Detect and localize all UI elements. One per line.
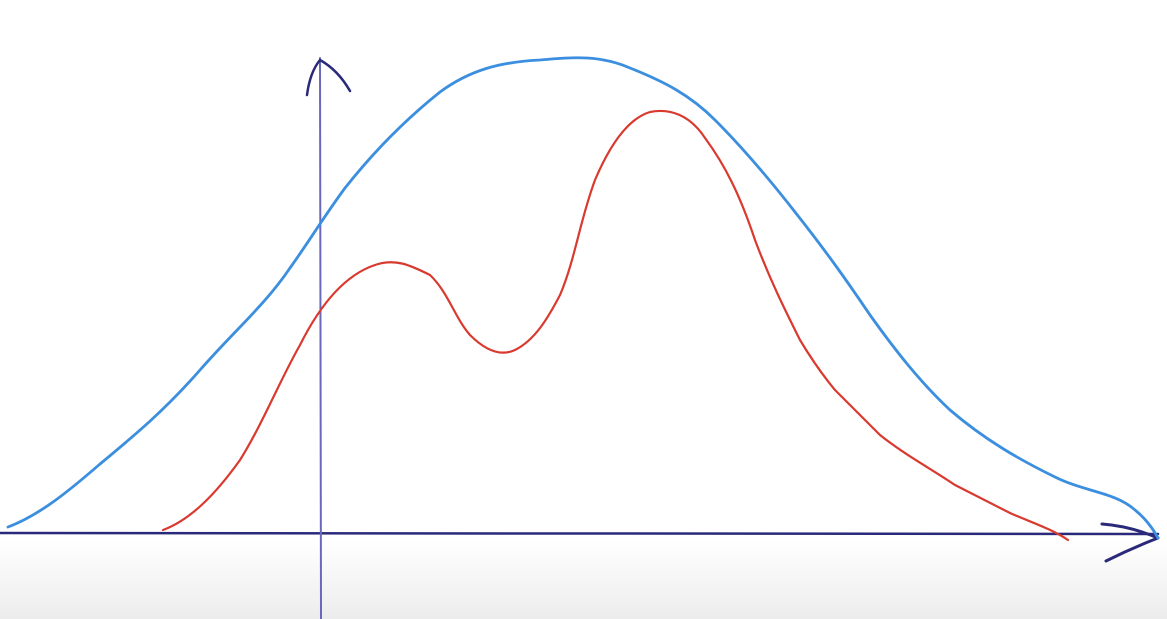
- arrowhead-right-icon: [1100, 522, 1160, 563]
- y-axis: [319, 57, 322, 619]
- red-curve: [161, 109, 1070, 542]
- x-axis: [0, 531, 1160, 536]
- arrowhead-up-icon: [305, 58, 352, 97]
- blue-curve: [6, 56, 1160, 540]
